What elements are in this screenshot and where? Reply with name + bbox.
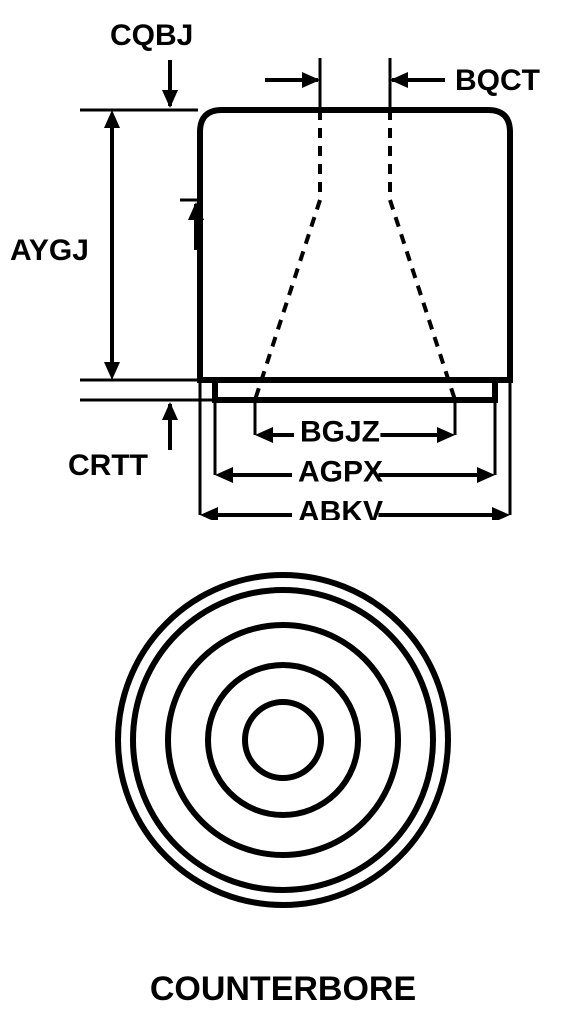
plan-diagram bbox=[0, 560, 566, 920]
label-bgjz: BGJZ bbox=[300, 416, 380, 449]
label-cqbj: CQBJ bbox=[110, 19, 193, 52]
label-aygj: AYGJ bbox=[10, 234, 89, 267]
label-agpx: AGPX bbox=[298, 456, 383, 489]
diagram-title: COUNTERBORE bbox=[0, 970, 566, 1009]
label-crtt: CRTT bbox=[68, 449, 148, 482]
label-abkv: ABKV bbox=[298, 496, 383, 521]
label-bqct: BQCT bbox=[455, 64, 540, 97]
elevation-diagram: AYGJ CQBJ CRTT BQCT BGJZ AGPX ABKV bbox=[0, 0, 566, 520]
